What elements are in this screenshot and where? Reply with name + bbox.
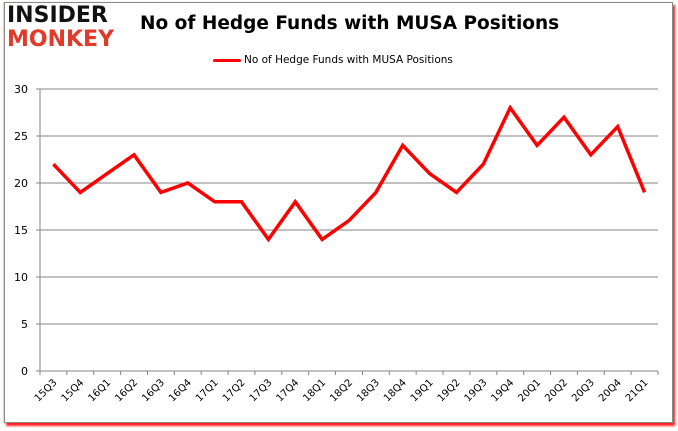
x-tick-label: 17Q3 [248, 377, 275, 404]
x-tick-label: 17Q4 [275, 377, 302, 404]
data-series-line [52, 104, 647, 243]
y-tick-label: 5 [21, 318, 28, 331]
x-tick-label: 15Q3 [33, 377, 60, 404]
x-tick-label: 17Q1 [194, 377, 221, 404]
x-tick-label: 18Q4 [382, 377, 409, 404]
x-tick-label: 15Q4 [60, 377, 87, 404]
x-tick-label: 16Q2 [113, 377, 140, 404]
x-tick-label: 19Q3 [463, 377, 490, 404]
x-tick-label: 20Q3 [570, 377, 597, 404]
x-tick-label: 19Q2 [436, 377, 463, 404]
logo-text-insider: INSIDER [7, 3, 108, 28]
x-tick-label: 16Q3 [140, 377, 167, 404]
x-tick-label: 18Q3 [355, 377, 382, 404]
x-tick-label: 17Q2 [221, 377, 248, 404]
x-tick-label: 16Q1 [86, 377, 113, 404]
x-tick-label: 19Q1 [409, 377, 436, 404]
legend-line-swatch-icon [213, 58, 241, 62]
insider-monkey-logo: INSIDER MONKEY [7, 5, 127, 55]
y-tick-label: 20 [14, 177, 28, 190]
y-tick-label: 0 [21, 365, 28, 378]
y-tick-label: 15 [14, 224, 28, 237]
x-tick-label: 18Q1 [301, 377, 328, 404]
x-tick-label: 18Q2 [328, 377, 355, 404]
x-tick-label: 16Q4 [167, 377, 194, 404]
chart-title: No of Hedge Funds with MUSA Positions [140, 13, 560, 34]
y-tick-label: 10 [14, 271, 28, 284]
x-tick-label: 20Q2 [543, 377, 570, 404]
x-tick-label: 19Q4 [489, 377, 516, 404]
logo-text-monkey: MONKEY [7, 27, 115, 52]
x-tick-label: 20Q1 [516, 377, 543, 404]
legend-label: No of Hedge Funds with MUSA Positions [244, 54, 453, 66]
y-tick-label: 25 [14, 130, 28, 143]
chart-frame [4, 2, 673, 423]
y-tick-label: 30 [14, 83, 28, 96]
x-tick-label: 21Q1 [624, 377, 651, 404]
x-tick-label: 20Q4 [597, 377, 624, 404]
chart-legend: No of Hedge Funds with MUSA Positions [213, 54, 453, 66]
